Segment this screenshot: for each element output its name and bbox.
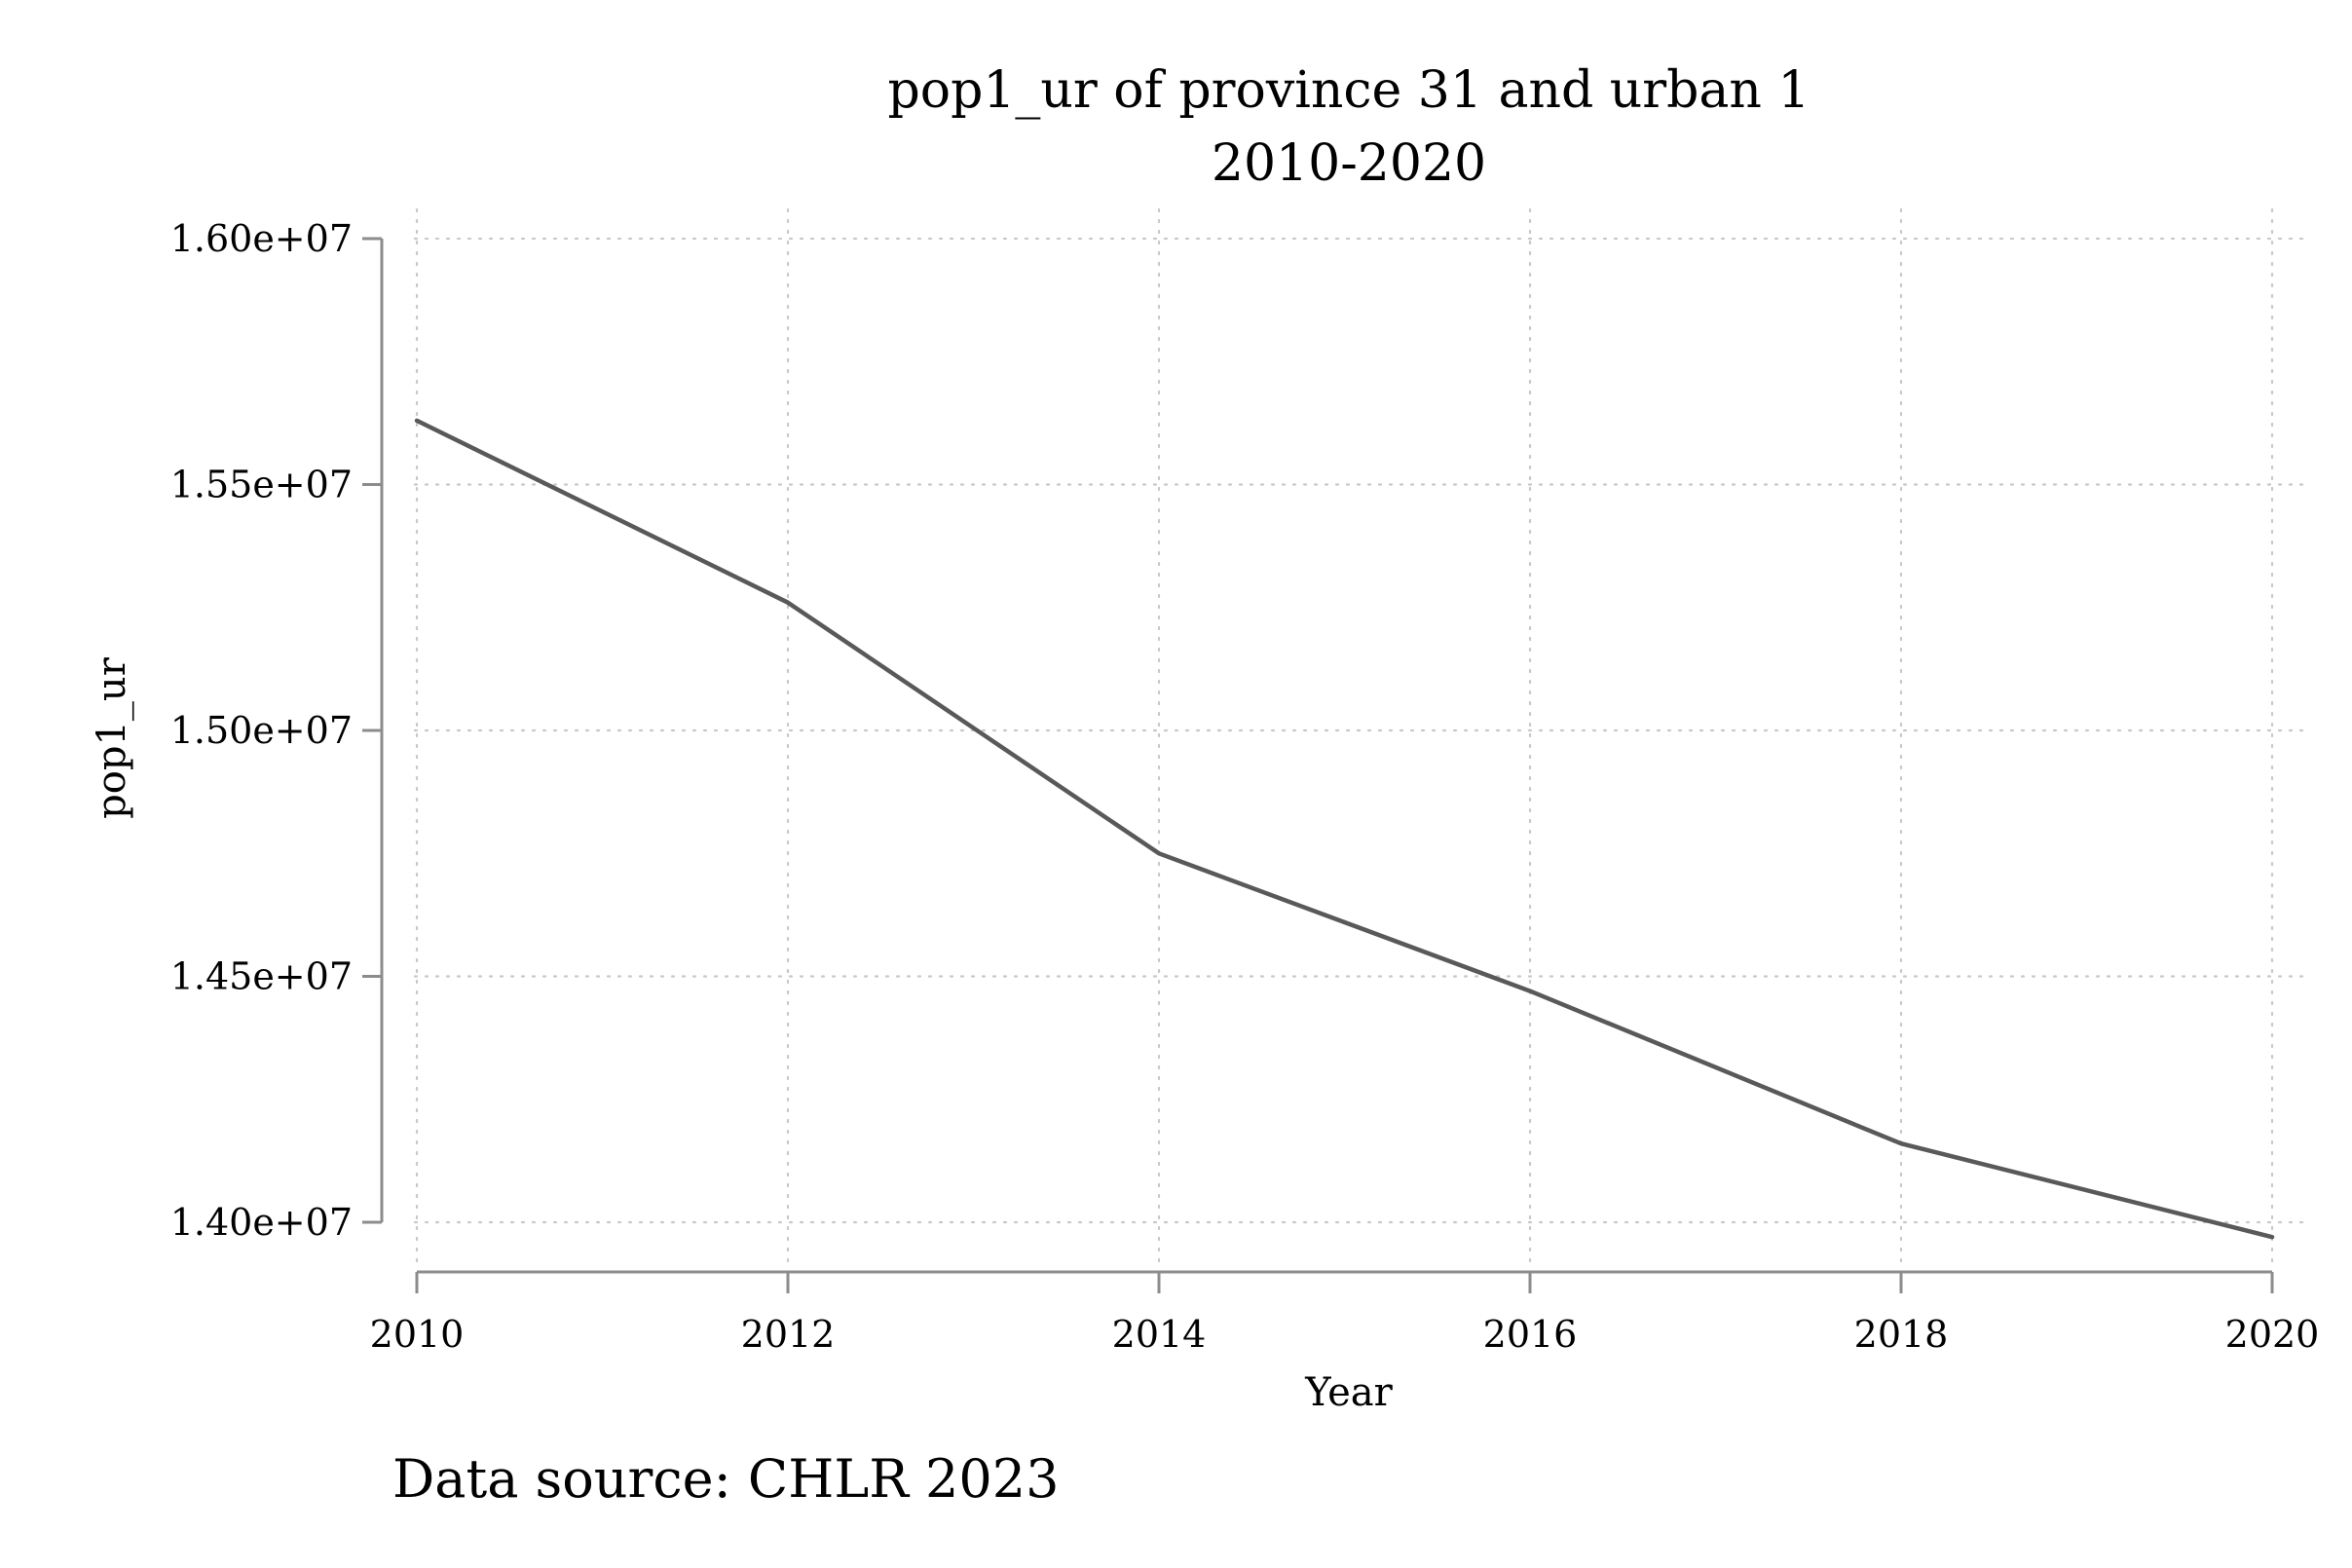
series-line xyxy=(414,418,2275,1240)
x-tick-label: 2014 xyxy=(1112,1313,1207,1356)
y-tick-label: 1.60e+07 xyxy=(170,217,353,260)
tick-labels: 1.40e+07 1.45e+07 1.50e+07 1.55e+07 1.60e+07… xyxy=(170,217,2320,1356)
chart-title: pop1_ur of province 31 and urban 1 xyxy=(887,61,1810,120)
y-tick-label: 1.45e+07 xyxy=(170,955,353,998)
x-tick-label: 2020 xyxy=(2225,1313,2320,1356)
axes xyxy=(362,237,2274,1293)
y-tick-label: 1.55e+07 xyxy=(170,464,353,506)
y-axis-label: pop1_ur xyxy=(90,656,134,819)
x-tick-label: 2010 xyxy=(370,1313,465,1356)
x-axis-label: Year xyxy=(1304,1370,1393,1415)
chart-subtitle: 2010-2020 xyxy=(1212,134,1486,193)
data-source-note: Data source: CHLR 2023 xyxy=(392,1448,1059,1510)
x-tick-label: 2018 xyxy=(1854,1313,1949,1356)
y-tick-label: 1.40e+07 xyxy=(170,1201,353,1244)
series-layer xyxy=(414,418,2275,1240)
gridlines xyxy=(413,207,2307,1270)
x-tick-label: 2012 xyxy=(741,1313,836,1356)
x-tick-label: 2016 xyxy=(1483,1313,1578,1356)
y-tick-label: 1.50e+07 xyxy=(170,709,353,752)
